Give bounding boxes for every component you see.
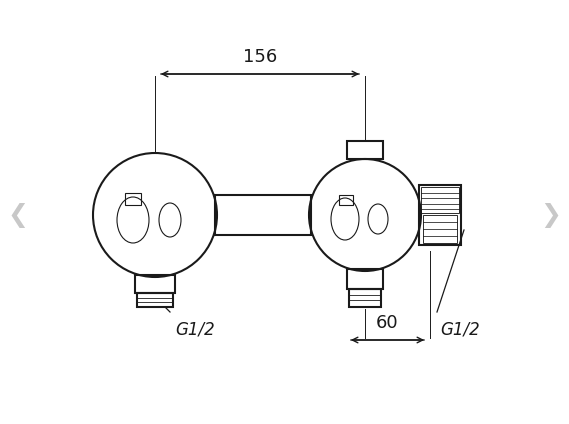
- Text: G1/2: G1/2: [440, 320, 480, 338]
- Bar: [423, 215, 457, 243]
- Text: 156: 156: [243, 48, 277, 66]
- Bar: [135, 275, 175, 293]
- Bar: [419, 185, 461, 245]
- Bar: [349, 289, 381, 307]
- Text: ❮: ❮: [7, 203, 28, 228]
- Text: G1/2: G1/2: [175, 320, 215, 338]
- Text: 60: 60: [376, 314, 399, 332]
- Bar: [339, 195, 353, 205]
- Bar: [347, 141, 383, 159]
- Bar: [421, 187, 459, 213]
- Bar: [137, 293, 173, 307]
- Bar: [215, 195, 311, 235]
- Text: ❯: ❯: [541, 203, 562, 228]
- Bar: [347, 269, 383, 289]
- Bar: [125, 193, 141, 205]
